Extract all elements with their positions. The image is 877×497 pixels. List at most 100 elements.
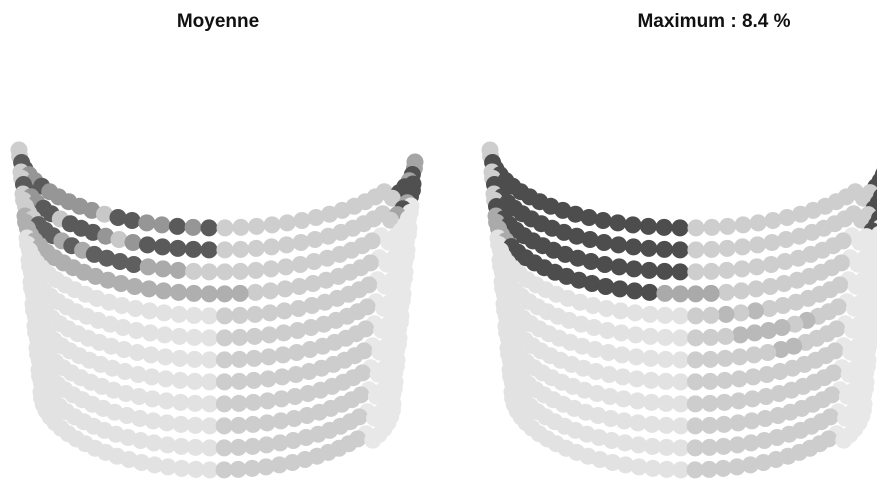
dot — [289, 322, 307, 339]
dot — [245, 349, 263, 367]
dot — [301, 341, 319, 358]
dot — [290, 278, 308, 295]
dot — [616, 434, 634, 452]
dot — [305, 253, 323, 270]
dot — [785, 337, 803, 355]
dot — [777, 231, 795, 248]
dot — [627, 326, 645, 344]
dot — [126, 278, 144, 295]
dot — [171, 349, 189, 367]
dot — [770, 385, 788, 402]
dot — [271, 434, 289, 452]
dot — [317, 271, 335, 289]
dot — [187, 460, 205, 478]
dot — [248, 217, 266, 235]
dot — [158, 414, 176, 432]
dot — [297, 429, 315, 446]
dot — [642, 371, 660, 389]
dot — [172, 393, 190, 411]
dot — [672, 395, 690, 413]
dot — [185, 262, 203, 280]
dot — [274, 346, 292, 364]
dot — [657, 394, 675, 412]
dot — [128, 344, 146, 361]
dot — [245, 371, 263, 389]
dot — [586, 341, 604, 358]
dot — [702, 284, 720, 302]
dot — [114, 319, 132, 336]
dot — [230, 350, 248, 368]
dot — [851, 233, 869, 251]
dot — [687, 351, 704, 369]
dot — [321, 205, 338, 223]
dot — [628, 370, 646, 388]
dot — [639, 217, 657, 235]
dot — [113, 297, 131, 314]
dot — [590, 429, 608, 446]
dot — [215, 461, 233, 479]
dot — [731, 326, 749, 344]
dot — [629, 414, 647, 432]
dot — [319, 227, 337, 245]
dot — [671, 329, 689, 347]
dot — [657, 416, 675, 434]
dot — [657, 350, 675, 368]
dot — [729, 436, 746, 454]
dot — [615, 412, 633, 430]
dot — [603, 432, 621, 449]
dot — [170, 327, 188, 345]
dot — [244, 393, 262, 411]
dot — [116, 363, 134, 380]
dot — [283, 454, 301, 471]
dot — [756, 410, 774, 427]
dot — [755, 432, 773, 449]
dot — [216, 307, 234, 325]
dot — [627, 348, 645, 366]
dot — [159, 458, 177, 476]
dot — [123, 212, 141, 229]
dot — [602, 410, 620, 427]
dot — [307, 209, 325, 226]
dot — [599, 344, 617, 361]
dot — [270, 456, 288, 474]
dot — [246, 283, 264, 301]
dot — [687, 219, 705, 237]
dot — [759, 344, 777, 361]
dot — [733, 260, 751, 278]
dot — [686, 417, 704, 435]
dot — [186, 394, 204, 412]
dot — [744, 390, 761, 408]
dot — [216, 285, 234, 303]
dot — [133, 454, 151, 471]
dot — [200, 263, 218, 281]
dot — [757, 388, 775, 405]
dot — [172, 437, 190, 455]
dot — [215, 439, 233, 457]
dot — [200, 329, 218, 347]
dot — [672, 373, 690, 391]
dot — [243, 459, 261, 477]
dot — [130, 388, 148, 405]
dot — [246, 327, 264, 345]
dot — [655, 218, 673, 236]
dot — [260, 326, 278, 344]
dot — [376, 277, 394, 295]
dot — [184, 240, 202, 258]
dot — [742, 434, 760, 452]
dot — [657, 372, 675, 390]
dot — [200, 307, 218, 325]
dot — [230, 372, 248, 390]
dot — [186, 416, 204, 434]
dot — [111, 253, 129, 270]
dot — [159, 436, 176, 454]
dot — [216, 329, 234, 347]
dot — [787, 293, 805, 311]
dot — [261, 282, 279, 300]
dot — [854, 189, 872, 207]
dot — [728, 458, 746, 476]
dot — [96, 205, 113, 223]
dot — [118, 407, 136, 424]
dot — [97, 227, 115, 245]
dot — [658, 460, 676, 478]
